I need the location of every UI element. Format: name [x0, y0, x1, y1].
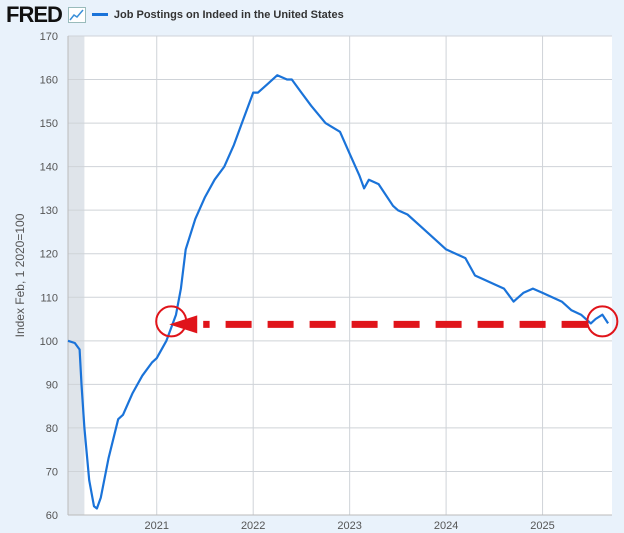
- chart-icon: [67, 7, 86, 23]
- y-tick-label: 60: [46, 510, 58, 522]
- recession-shading: [68, 36, 85, 515]
- y-tick-label: 120: [40, 249, 58, 261]
- highlight-circle: [155, 305, 188, 338]
- y-tick-label: 70: [46, 466, 58, 478]
- legend-line-swatch: [91, 13, 108, 16]
- arrow-head: [169, 315, 198, 334]
- fred-logo: FRED: [6, 2, 63, 27]
- chart-header: FRED Job Postings on Indeed in the Unite…: [6, 2, 344, 27]
- y-tick-label: 170: [40, 31, 58, 43]
- x-tick-label: 2022: [241, 520, 265, 532]
- y-axis-label: Index Feb, 1 2020=100: [13, 213, 27, 337]
- y-tick-label: 80: [46, 423, 58, 435]
- x-tick-label: 2025: [530, 520, 554, 532]
- y-tick-label: 140: [40, 162, 58, 174]
- y-tick-label: 150: [40, 118, 58, 130]
- y-tick-label: 110: [40, 292, 58, 304]
- highlight-circle: [586, 305, 619, 338]
- x-tick-label: 2024: [434, 520, 458, 532]
- y-tick-label: 160: [40, 75, 58, 87]
- plot-area: [68, 36, 612, 515]
- legend-series-title: Job Postings on Indeed in the United Sta…: [113, 9, 344, 21]
- y-tick-label: 130: [40, 205, 58, 217]
- y-tick-label: 100: [40, 336, 58, 348]
- x-tick-label: 2023: [337, 520, 361, 532]
- series-line: [67, 74, 610, 510]
- y-tick-label: 90: [46, 379, 58, 391]
- x-tick-label: 2021: [144, 520, 168, 532]
